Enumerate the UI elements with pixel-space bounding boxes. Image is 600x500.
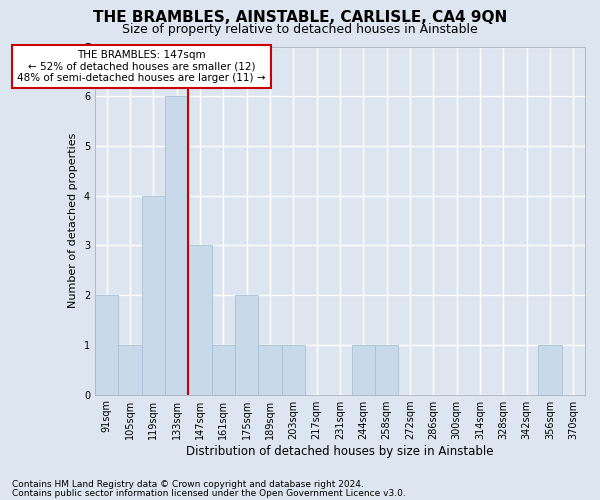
- Bar: [212, 345, 235, 395]
- Bar: [188, 246, 212, 394]
- Bar: [352, 345, 375, 395]
- Bar: [95, 295, 118, 394]
- Text: Contains HM Land Registry data © Crown copyright and database right 2024.: Contains HM Land Registry data © Crown c…: [12, 480, 364, 489]
- Text: Contains public sector information licensed under the Open Government Licence v3: Contains public sector information licen…: [12, 489, 406, 498]
- Text: THE BRAMBLES: 147sqm
← 52% of detached houses are smaller (12)
48% of semi-detac: THE BRAMBLES: 147sqm ← 52% of detached h…: [17, 50, 266, 83]
- X-axis label: Distribution of detached houses by size in Ainstable: Distribution of detached houses by size …: [186, 444, 494, 458]
- Text: Size of property relative to detached houses in Ainstable: Size of property relative to detached ho…: [122, 22, 478, 36]
- Bar: [259, 345, 281, 395]
- Bar: [375, 345, 398, 395]
- Bar: [281, 345, 305, 395]
- Bar: [538, 345, 562, 395]
- Bar: [235, 295, 259, 394]
- Bar: [165, 96, 188, 394]
- Bar: [142, 196, 165, 394]
- Y-axis label: Number of detached properties: Number of detached properties: [68, 133, 78, 308]
- Text: THE BRAMBLES, AINSTABLE, CARLISLE, CA4 9QN: THE BRAMBLES, AINSTABLE, CARLISLE, CA4 9…: [93, 10, 507, 25]
- Bar: [118, 345, 142, 395]
